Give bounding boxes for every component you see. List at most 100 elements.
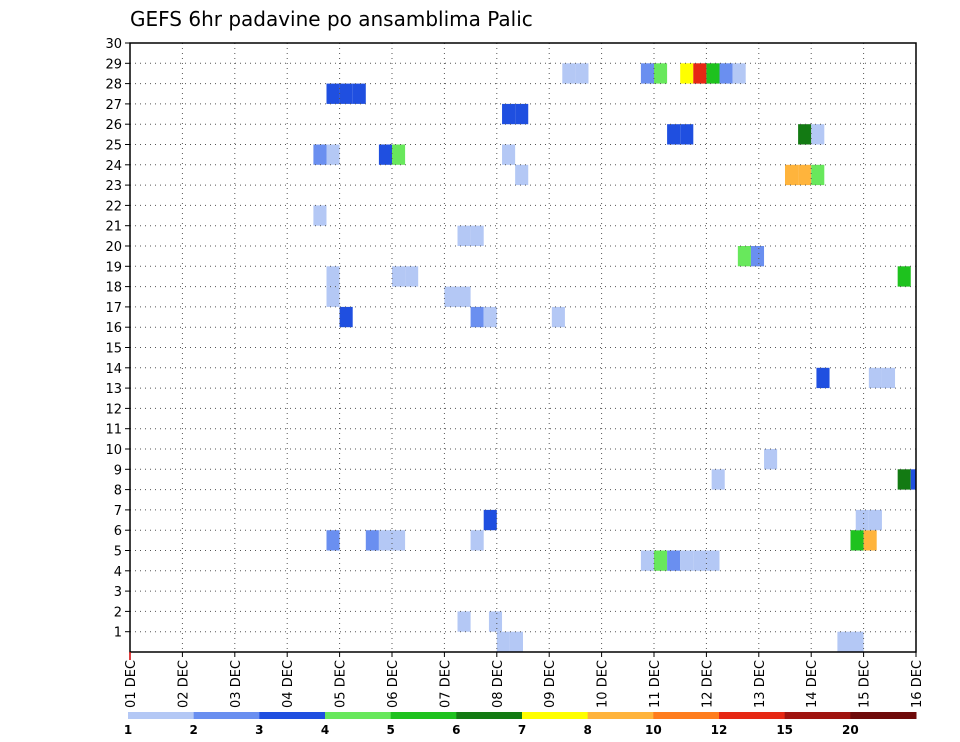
precip-cell: [378, 144, 392, 165]
x-tick-label: 14 DEC: [805, 660, 820, 708]
precip-cell: [680, 550, 694, 571]
color-legend: 1 2 3 4 5 6 7 8 10 12 15 20: [124, 712, 917, 737]
x-tick-label: 16 DEC: [910, 660, 925, 708]
precip-cell: [326, 144, 340, 165]
legend-swatch: [325, 712, 392, 719]
y-tick-label: 16: [105, 321, 122, 336]
y-tick-label: 18: [105, 281, 122, 296]
precip-cell: [737, 246, 751, 267]
precip-cell: [502, 144, 516, 165]
precip-cell: [444, 286, 458, 307]
legend-swatch: [390, 712, 457, 719]
precip-cell: [562, 63, 576, 84]
precip-cell: [764, 449, 778, 470]
chart-title: GEFS 6hr padavine po ansamblima Palic: [130, 7, 533, 31]
precip-cell: [719, 63, 733, 84]
legend-swatch: [259, 712, 326, 719]
precip-cell: [868, 509, 882, 531]
legend-label: 4: [321, 723, 329, 737]
legend-label: 10: [645, 723, 662, 737]
legend-swatch: [128, 712, 195, 719]
x-tick-label: 06 DEC: [386, 660, 401, 708]
legend-swatch: [193, 712, 260, 719]
precip-cell: [575, 63, 589, 84]
x-tick-label: 02 DEC: [176, 660, 191, 708]
precip-cell: [750, 246, 765, 267]
y-tick-label: 23: [105, 179, 122, 194]
y-tick-label: 15: [105, 342, 122, 357]
y-axis: 1234567891011121314151617181920212223242…: [105, 37, 130, 641]
legend-swatch: [653, 712, 720, 719]
precip-cell: [850, 631, 864, 652]
precip-cell: [910, 469, 916, 490]
x-tick-label: 12 DEC: [700, 660, 715, 708]
precip-cell: [798, 124, 812, 145]
precip-cell: [680, 124, 694, 145]
precip-cell: [470, 225, 484, 246]
precip-cell: [732, 63, 746, 84]
precip-cell: [816, 367, 830, 389]
y-tick-label: 21: [105, 220, 122, 235]
precip-cell: [470, 530, 484, 551]
precip-cell: [313, 205, 327, 226]
precip-cell: [693, 550, 707, 571]
y-tick-label: 20: [105, 240, 122, 255]
legend-label: 15: [776, 723, 793, 737]
y-tick-label: 7: [114, 504, 122, 519]
x-tick-label: 15 DEC: [858, 660, 873, 708]
y-tick-label: 14: [105, 362, 122, 377]
x-tick-label: 11 DEC: [648, 660, 663, 708]
precip-cell: [837, 631, 851, 652]
precip-cell: [897, 266, 911, 287]
legend-label: 7: [518, 723, 526, 737]
precip-cell: [352, 83, 366, 104]
precip-cell: [868, 367, 882, 389]
precip-cell: [457, 225, 471, 246]
precip-cell: [365, 530, 379, 551]
precip-cell: [855, 509, 869, 531]
precip-cell: [897, 469, 911, 490]
precip-cell: [640, 63, 654, 84]
precip-cell: [693, 63, 707, 84]
x-tick-label: 08 DEC: [491, 660, 506, 708]
precip-cell: [881, 367, 896, 389]
y-tick-label: 6: [114, 524, 122, 539]
precip-cell: [654, 63, 668, 84]
legend-label: 8: [583, 723, 591, 737]
legend-swatch: [522, 712, 589, 719]
precip-cell: [502, 103, 516, 125]
y-tick-label: 26: [105, 118, 122, 133]
x-tick-label: 05 DEC: [334, 660, 349, 708]
precip-cell: [654, 550, 668, 571]
y-tick-label: 25: [105, 139, 122, 154]
precip-cell: [551, 306, 565, 328]
precip-cell: [326, 266, 340, 287]
precip-cell: [470, 306, 484, 328]
legend-label: 2: [189, 723, 197, 737]
precip-cell: [863, 530, 877, 551]
legend-swatch: [456, 712, 523, 719]
legend-label: 5: [386, 723, 394, 737]
y-tick-label: 28: [105, 78, 122, 93]
y-tick-label: 8: [114, 484, 122, 499]
x-tick-label: 10 DEC: [596, 660, 611, 708]
precip-cell: [640, 550, 654, 571]
precip-cell: [339, 306, 353, 328]
precip-cell: [457, 286, 471, 307]
legend-swatch: [784, 712, 851, 719]
x-axis: 01 DEC 02 DEC 03 DEC 04 DEC 05 DEC 06 DEC 07 D…: [124, 652, 925, 708]
precip-cell: [711, 469, 725, 490]
y-tick-label: 17: [105, 301, 122, 316]
x-tick-label: 13 DEC: [753, 660, 768, 708]
legend-label: 6: [452, 723, 460, 737]
y-tick-label: 9: [114, 463, 122, 478]
legend-swatch: [587, 712, 654, 719]
y-tick-label: 1: [114, 626, 122, 641]
legend-label: 3: [255, 723, 263, 737]
precip-cell: [680, 63, 694, 84]
y-tick-label: 5: [114, 545, 122, 560]
precip-cell: [515, 103, 529, 125]
y-tick-label: 19: [105, 260, 122, 275]
y-tick-label: 4: [114, 565, 122, 580]
precip-cell: [811, 164, 825, 186]
